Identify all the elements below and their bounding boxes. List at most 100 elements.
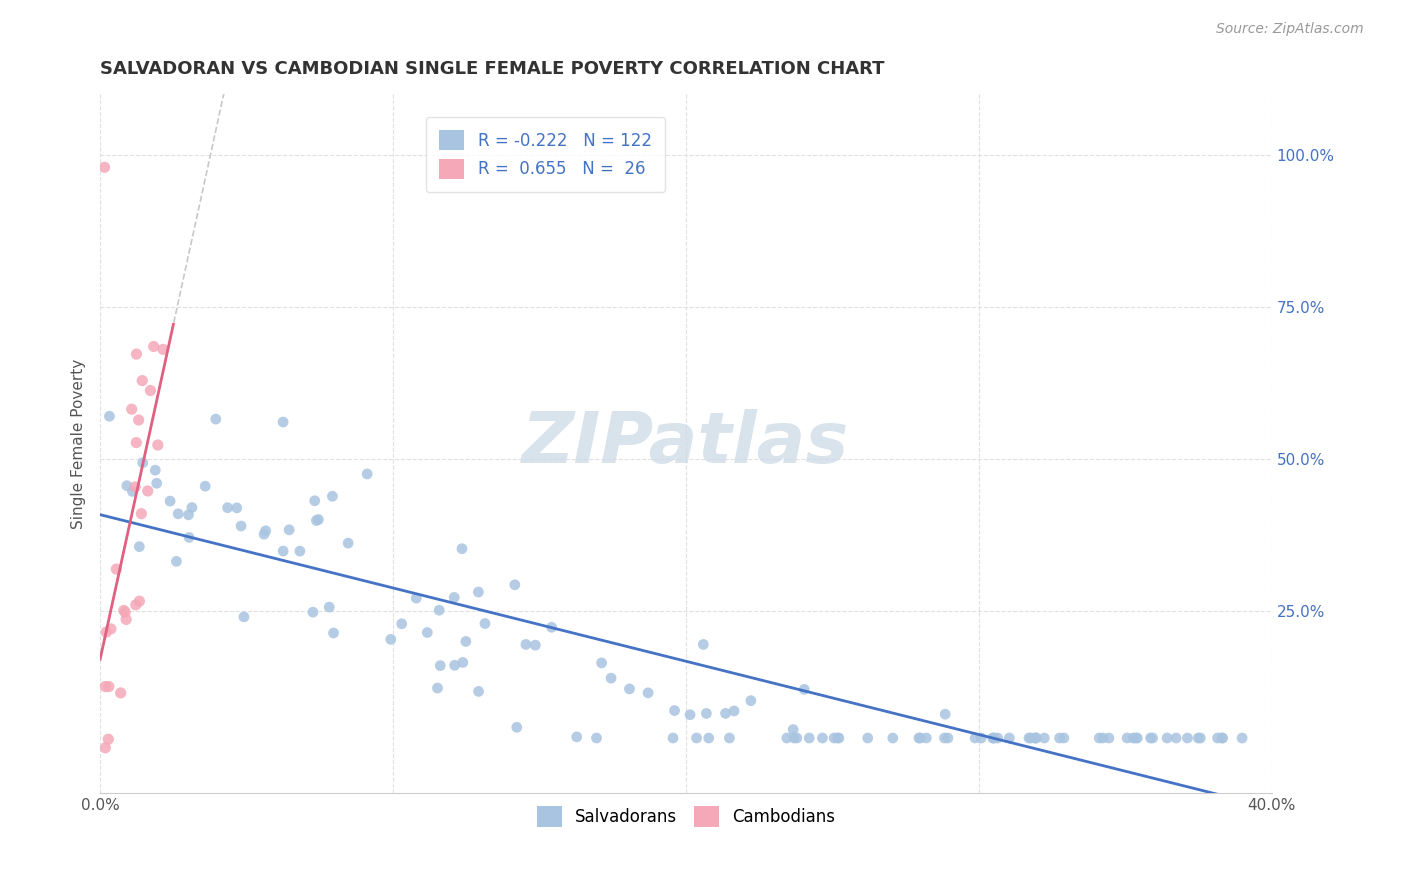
Salvadorans bbox=[685, 731, 707, 745]
Cambodians bbox=[94, 680, 117, 694]
Cambodians bbox=[121, 402, 143, 417]
Cambodians bbox=[115, 612, 138, 626]
Salvadorans bbox=[882, 731, 904, 745]
Salvadorans bbox=[321, 489, 343, 503]
Salvadorans bbox=[467, 585, 489, 599]
Salvadorans bbox=[783, 731, 806, 745]
Salvadorans bbox=[823, 731, 845, 745]
Salvadorans bbox=[827, 731, 849, 745]
Salvadorans bbox=[1125, 731, 1147, 745]
Salvadorans bbox=[828, 731, 851, 745]
Salvadorans bbox=[229, 519, 252, 533]
Salvadorans bbox=[1098, 731, 1121, 745]
Cambodians bbox=[93, 161, 115, 175]
Cambodians bbox=[97, 680, 120, 694]
Salvadorans bbox=[467, 684, 489, 698]
Salvadorans bbox=[998, 731, 1021, 745]
Cambodians bbox=[112, 603, 135, 617]
Cambodians bbox=[128, 413, 150, 427]
Cambodians bbox=[94, 740, 117, 755]
Salvadorans bbox=[429, 658, 451, 673]
Cambodians bbox=[125, 598, 148, 612]
Salvadorans bbox=[740, 693, 762, 707]
Salvadorans bbox=[908, 731, 931, 745]
Salvadorans bbox=[664, 704, 686, 718]
Text: ZIPatlas: ZIPatlas bbox=[522, 409, 849, 478]
Salvadorans bbox=[782, 723, 804, 737]
Salvadorans bbox=[271, 415, 294, 429]
Cambodians bbox=[152, 343, 174, 357]
Salvadorans bbox=[981, 731, 1004, 745]
Salvadorans bbox=[983, 731, 1005, 745]
Salvadorans bbox=[1126, 731, 1149, 745]
Salvadorans bbox=[811, 731, 834, 745]
Salvadorans bbox=[115, 479, 138, 493]
Salvadorans bbox=[585, 731, 607, 745]
Salvadorans bbox=[159, 494, 181, 508]
Salvadorans bbox=[304, 493, 326, 508]
Cambodians bbox=[139, 384, 162, 398]
Salvadorans bbox=[799, 731, 821, 745]
Salvadorans bbox=[503, 578, 526, 592]
Salvadorans bbox=[405, 591, 427, 606]
Salvadorans bbox=[970, 731, 993, 745]
Salvadorans bbox=[1088, 731, 1111, 745]
Salvadorans bbox=[391, 616, 413, 631]
Salvadorans bbox=[426, 681, 449, 695]
Cambodians bbox=[100, 622, 122, 636]
Salvadorans bbox=[143, 463, 166, 477]
Cambodians bbox=[131, 374, 153, 388]
Salvadorans bbox=[934, 731, 956, 745]
Cambodians bbox=[114, 605, 136, 619]
Salvadorans bbox=[786, 731, 808, 745]
Salvadorans bbox=[232, 610, 254, 624]
Salvadorans bbox=[1049, 731, 1071, 745]
Salvadorans bbox=[723, 704, 745, 718]
Salvadorans bbox=[1122, 731, 1144, 745]
Salvadorans bbox=[1025, 731, 1047, 745]
Salvadorans bbox=[1189, 731, 1212, 745]
Salvadorans bbox=[856, 731, 879, 745]
Salvadorans bbox=[98, 409, 121, 424]
Salvadorans bbox=[1091, 731, 1114, 745]
Salvadorans bbox=[1177, 731, 1199, 745]
Cambodians bbox=[125, 435, 148, 450]
Salvadorans bbox=[443, 658, 465, 673]
Cambodians bbox=[128, 594, 150, 608]
Salvadorans bbox=[177, 530, 200, 544]
Salvadorans bbox=[380, 632, 402, 647]
Salvadorans bbox=[132, 456, 155, 470]
Salvadorans bbox=[1033, 731, 1056, 745]
Cambodians bbox=[110, 686, 132, 700]
Salvadorans bbox=[1018, 731, 1040, 745]
Salvadorans bbox=[165, 554, 187, 568]
Salvadorans bbox=[714, 706, 737, 721]
Salvadorans bbox=[1211, 731, 1233, 745]
Salvadorans bbox=[451, 541, 474, 556]
Salvadorans bbox=[271, 544, 294, 558]
Salvadorans bbox=[217, 500, 239, 515]
Cambodians bbox=[96, 625, 118, 640]
Cambodians bbox=[105, 562, 128, 576]
Salvadorans bbox=[145, 476, 167, 491]
Salvadorans bbox=[934, 707, 956, 722]
Salvadorans bbox=[204, 412, 226, 426]
Salvadorans bbox=[965, 731, 987, 745]
Salvadorans bbox=[1212, 731, 1234, 745]
Cambodians bbox=[97, 732, 120, 747]
Salvadorans bbox=[225, 500, 247, 515]
Salvadorans bbox=[451, 656, 474, 670]
Salvadorans bbox=[1142, 731, 1164, 745]
Salvadorans bbox=[1116, 731, 1139, 745]
Cambodians bbox=[131, 507, 153, 521]
Text: Source: ZipAtlas.com: Source: ZipAtlas.com bbox=[1216, 22, 1364, 37]
Salvadorans bbox=[637, 686, 659, 700]
Salvadorans bbox=[1164, 731, 1187, 745]
Salvadorans bbox=[254, 524, 277, 538]
Salvadorans bbox=[454, 634, 477, 648]
Text: SALVADORAN VS CAMBODIAN SINGLE FEMALE POVERTY CORRELATION CHART: SALVADORAN VS CAMBODIAN SINGLE FEMALE PO… bbox=[100, 60, 884, 78]
Salvadorans bbox=[1019, 731, 1042, 745]
Salvadorans bbox=[302, 605, 325, 619]
Salvadorans bbox=[1156, 731, 1178, 745]
Salvadorans bbox=[565, 730, 588, 744]
